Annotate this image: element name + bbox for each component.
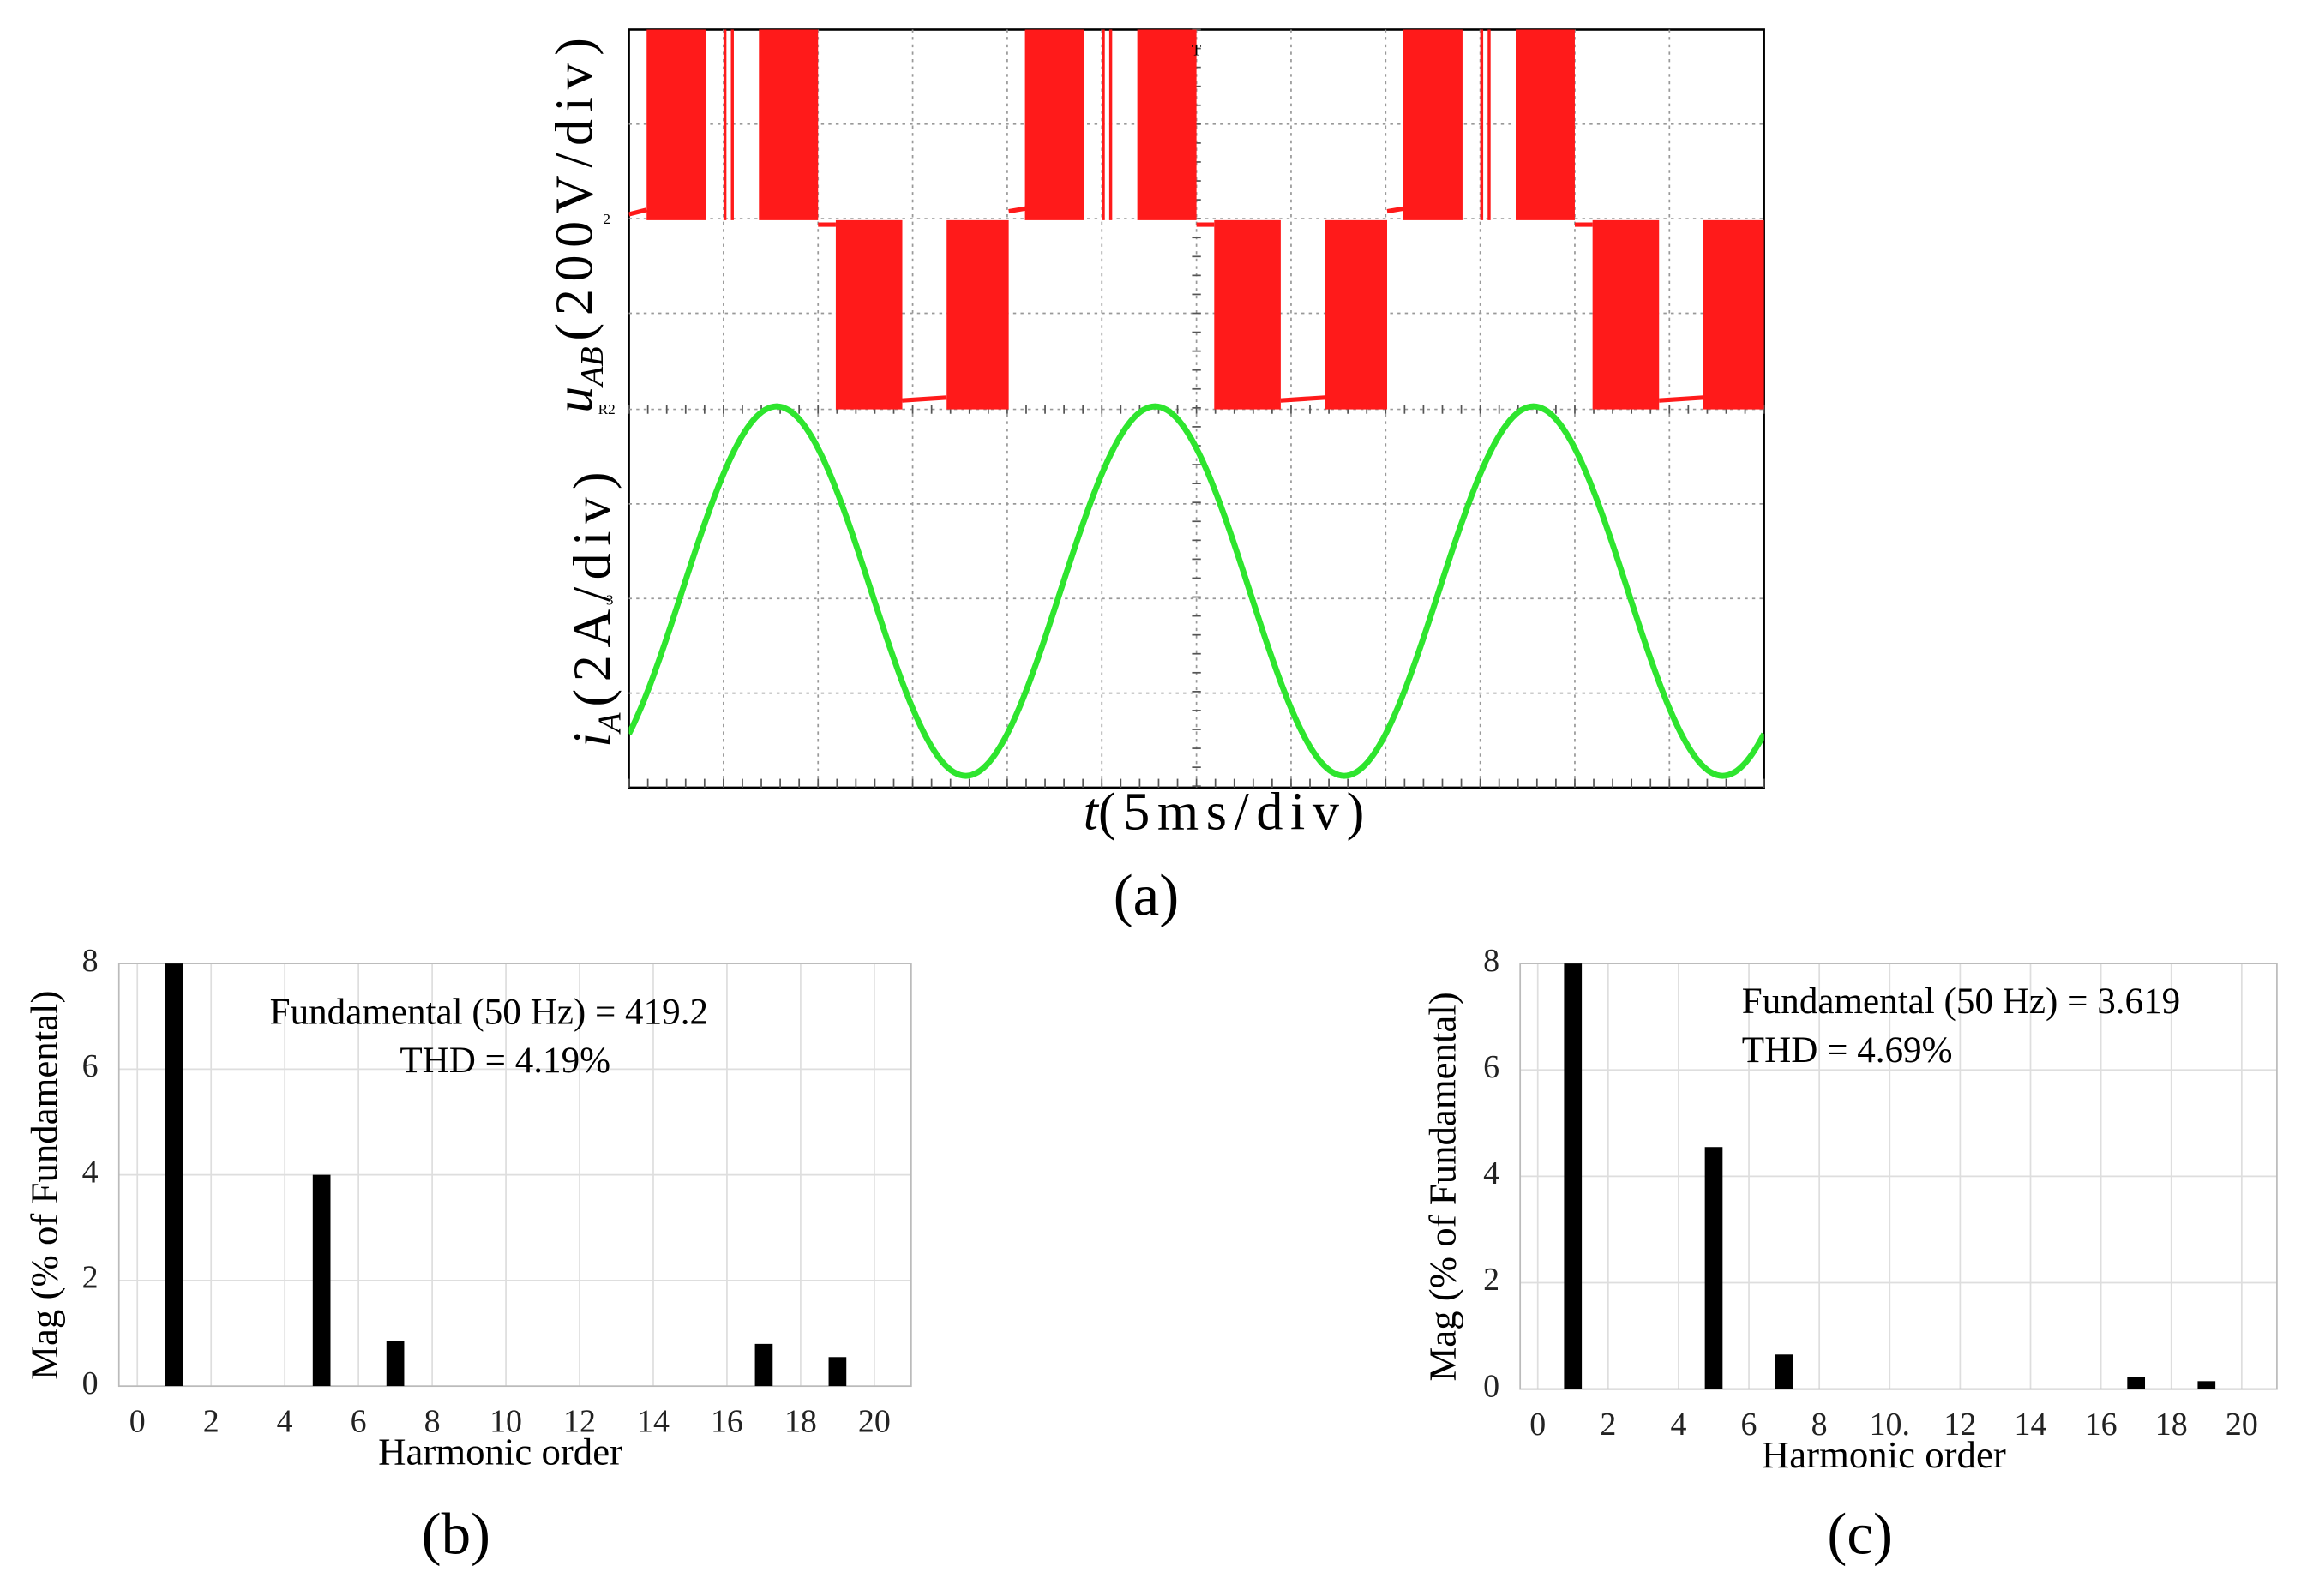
x-tick-label: 4 (1670, 1407, 1686, 1443)
voltage-trace (902, 395, 947, 403)
y-tick-label: 0 (82, 1365, 99, 1401)
scope-waves (628, 29, 1783, 779)
x-tick-label: 6 (351, 1404, 367, 1440)
bar (1564, 963, 1583, 1389)
bar (754, 1343, 773, 1387)
y-tick-label: 2 (1483, 1262, 1499, 1298)
bar (312, 1174, 331, 1387)
label-subscript: AB (574, 346, 610, 388)
y-tick-label: 8 (82, 943, 99, 979)
bar (1775, 1354, 1793, 1389)
label-scale: (2A/div) (564, 465, 622, 707)
voltage-pulse (1137, 29, 1197, 220)
panel-caption: (c) (1827, 1501, 1893, 1566)
panel-caption: (b) (422, 1501, 490, 1566)
x-tick-label: 0 (129, 1404, 146, 1440)
current-trace (628, 403, 1764, 779)
voltage-trace (1765, 208, 1783, 211)
voltage-pulse (1592, 219, 1660, 410)
x-tick-label: 10 (490, 1404, 522, 1440)
annotation: Fundamental (50 Hz) = 3.619 (1742, 981, 2180, 1022)
voltage-pulse (1325, 219, 1388, 410)
channel-marker: 3 (606, 592, 614, 609)
x-tick-label: 18 (2155, 1407, 2188, 1443)
annotation: Fundamental (50 Hz) = 419.2 (270, 992, 708, 1032)
voltage-pulse (835, 219, 903, 410)
panel-caption: (a) (1114, 863, 1180, 928)
oscilloscope-panel: 2 R2 3 T uAB (200V/div) iA (2A/div) t(5ms/… (546, 28, 1783, 928)
channel-marker: R2 (598, 401, 616, 417)
y-tick-label: 4 (1483, 1155, 1499, 1191)
label-scale: (5ms/div) (1098, 783, 1372, 842)
y-tick-label: 6 (82, 1048, 99, 1084)
plot-frame (1519, 963, 2278, 1390)
x-axis-label: Harmonic order (1762, 1433, 2006, 1476)
channel-marker: 2 (603, 211, 610, 227)
voltage-pulse (1403, 29, 1463, 220)
time-axis-label: t(5ms/div) (1084, 783, 1372, 842)
y-tick-label: 8 (1483, 943, 1499, 979)
voltage-pulse (1214, 219, 1281, 410)
y-tick-label: 2 (82, 1260, 99, 1296)
label-subscript: A (592, 712, 628, 735)
annotation: THD = 4.19% (400, 1041, 610, 1081)
voltage-pulse (759, 29, 819, 220)
voltage-pulse (1024, 29, 1084, 220)
voltage-axis-label: uAB (200V/div) (546, 31, 610, 413)
label-symbol: u (546, 387, 604, 413)
voltage-trace (628, 207, 647, 217)
bar (2197, 1381, 2216, 1389)
voltage-trace (1008, 206, 1027, 214)
x-tick-label: 18 (784, 1404, 817, 1440)
x-tick-label: 0 (1529, 1407, 1546, 1443)
y-tick-label: 0 (1483, 1368, 1499, 1404)
voltage-trace (1659, 395, 1704, 403)
current-axis-label: iA (2A/div) (564, 465, 628, 747)
x-tick-label: 14 (637, 1404, 670, 1440)
x-tick-label: 14 (2015, 1407, 2047, 1443)
x-tick-label: 2 (203, 1404, 219, 1440)
x-tick-label: 8 (424, 1404, 441, 1440)
bar (828, 1357, 847, 1387)
x-tick-label: 4 (277, 1404, 293, 1440)
voltage-trace (1280, 395, 1325, 403)
x-tick-label: 20 (2226, 1407, 2258, 1443)
y-tick-label: 4 (82, 1154, 99, 1190)
x-tick-label: 16 (2085, 1407, 2118, 1443)
x-tick-label: 6 (1741, 1407, 1757, 1443)
label-scale: (200V/div) (546, 31, 604, 341)
bar (386, 1341, 405, 1387)
x-tick-label: 16 (711, 1404, 743, 1440)
x-axis-label: Harmonic order (378, 1430, 622, 1473)
x-tick-label: 10. (1870, 1407, 1910, 1443)
y-axis-label: Mag (% of Fundamental) (1421, 992, 1463, 1381)
y-axis-label: Mag (% of Fundamental) (22, 991, 65, 1380)
voltage-pulse (646, 29, 706, 220)
annotation: THD = 4.69% (1742, 1030, 1953, 1071)
bar (2127, 1377, 2146, 1389)
x-tick-label: 2 (1600, 1407, 1616, 1443)
x-tick-label: 8 (1811, 1407, 1828, 1443)
voltage-pulse (1703, 219, 1764, 410)
label-symbol: t (1084, 783, 1100, 842)
x-tick-label: 12 (563, 1404, 596, 1440)
voltage-pulse (1516, 29, 1575, 220)
voltage-pulse (946, 219, 1009, 410)
bar (1704, 1147, 1723, 1389)
label-symbol: i (564, 733, 622, 747)
x-tick-label: 20 (858, 1404, 891, 1440)
bar (165, 963, 183, 1387)
x-tick-label: 12 (1944, 1407, 1976, 1443)
plot-frame (117, 963, 912, 1388)
trigger-marker: T (1192, 42, 1202, 60)
y-tick-label: 6 (1483, 1049, 1499, 1085)
voltage-trace (1386, 206, 1406, 214)
